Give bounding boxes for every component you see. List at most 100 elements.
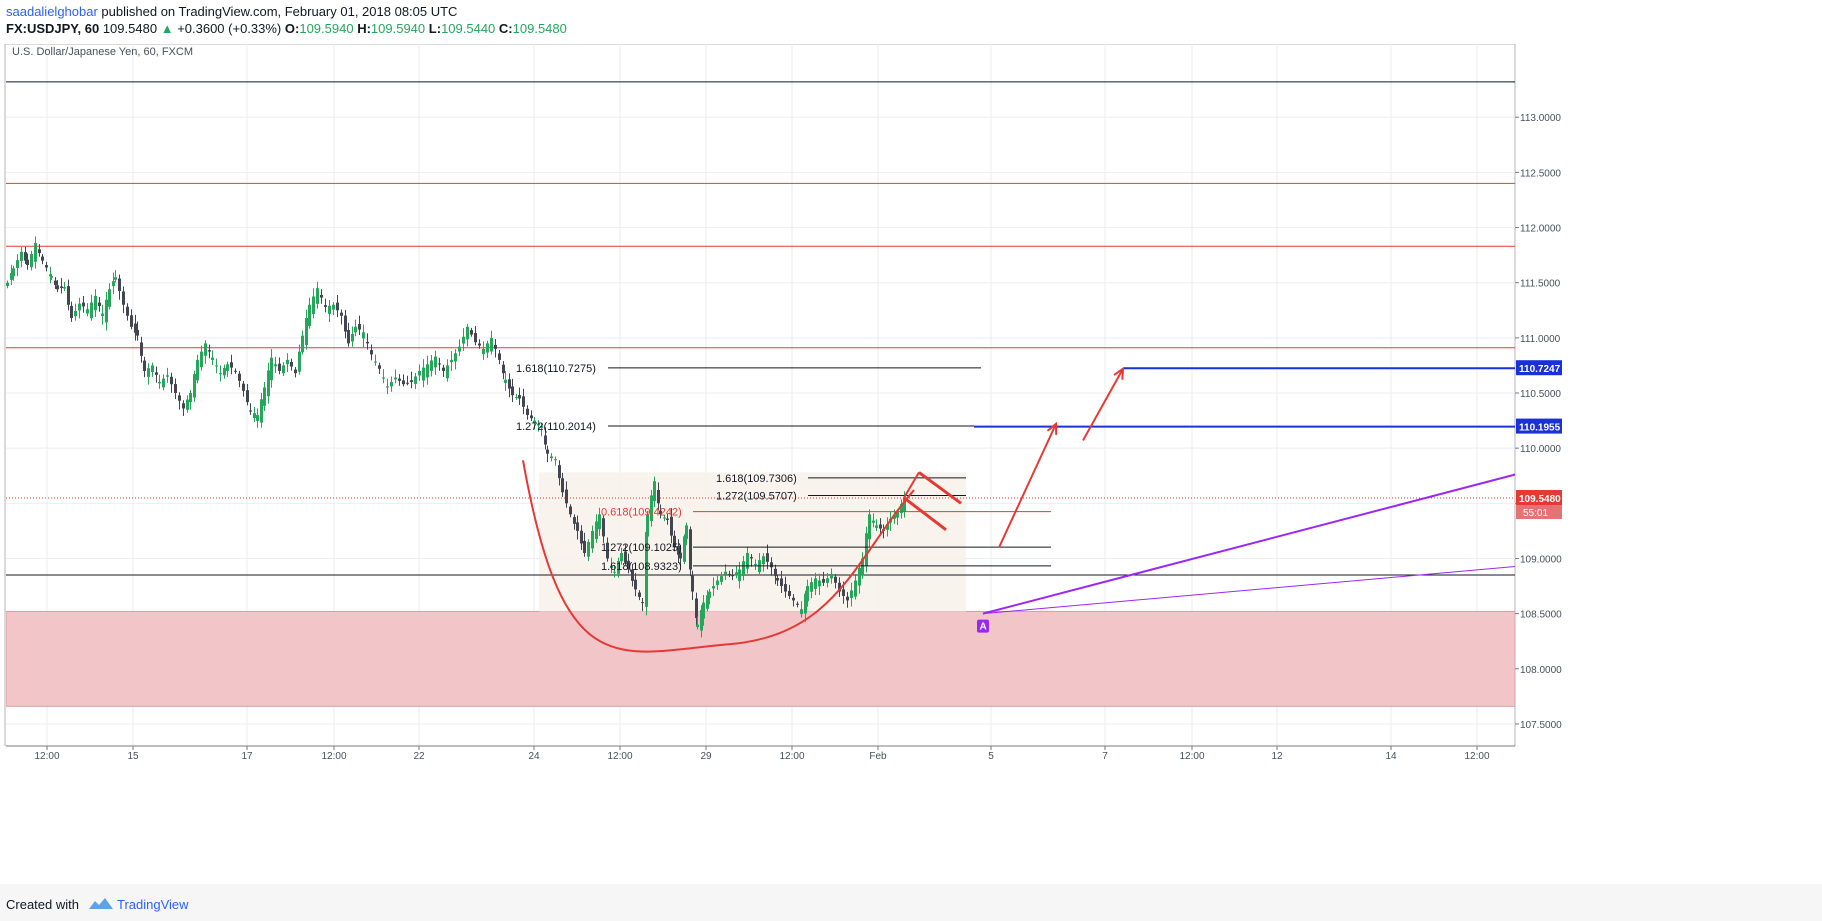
candle [54,277,57,290]
candle-body [351,333,354,342]
candle-body [696,624,699,628]
marker-a-label: A [980,622,987,633]
candle [358,315,361,336]
candle [826,572,829,588]
candle [410,371,413,389]
candle-body [540,426,543,428]
fib-level-label: 1.618(109.7306) [716,473,797,485]
candle [788,584,791,600]
candle [508,373,511,398]
candle [504,371,507,391]
candle-body [374,361,377,363]
candle [796,601,799,608]
candle-body [38,249,41,254]
candle-body [394,377,397,380]
candle [10,264,13,286]
candle-body [147,368,150,377]
candle [872,513,875,528]
candle [270,349,273,388]
candle [30,250,33,271]
arrow-head [1046,421,1058,435]
price-axis [1516,44,1822,746]
candle-body [320,294,323,298]
candle-body [645,531,648,607]
price-label-tag [1516,490,1562,506]
candle-body [234,370,237,372]
candle-body [728,573,731,575]
candle [620,547,623,565]
candle-body [454,353,457,362]
candle-body [370,350,373,355]
x-tick-label: 12:00 [607,751,632,762]
candle-body [896,512,899,518]
candle-body [677,546,680,555]
candle [340,309,343,325]
candle [174,378,177,400]
candle-body [826,578,829,583]
candle [784,576,787,598]
candle-body [16,260,19,268]
candle [434,350,437,375]
candle [679,544,682,566]
candle-body [410,380,413,382]
candle [716,574,719,591]
fib-level-label: 1.272(109.5707) [716,491,797,503]
candle [238,370,241,388]
candle [446,359,449,382]
candle [638,590,641,601]
tradingview-link[interactable]: TradingView [117,897,189,912]
candle-body [868,514,871,540]
candle-body [63,287,66,289]
candle-body [105,299,108,323]
candle-body [591,530,594,549]
candle [118,274,121,300]
candle [830,568,833,584]
price-label-text: 109.5480 [1519,494,1561,505]
candle-body [166,375,169,377]
candle [708,588,711,605]
candle [402,374,405,387]
candle [659,504,662,519]
candle-body [162,378,165,388]
candle [67,279,70,311]
candle [865,526,868,573]
candle [458,339,461,356]
candle-body [486,343,489,353]
candle [406,375,409,386]
price-chart[interactable]: 1.618(110.7275) 1.272(110.2014) 1.618(109.… [0,44,1822,884]
candle-body [774,568,777,577]
candle [426,355,429,385]
x-tick-label: 12:00 [779,751,804,762]
candle [98,297,101,312]
candle-body [830,573,833,579]
chart-header: saadalielghobar published on TradingView… [0,0,1822,44]
candle-body [215,365,218,367]
candle-body [533,420,536,424]
candle [576,515,579,540]
candle-body [86,309,89,314]
candle-body [706,595,709,609]
candle [430,354,433,377]
candle [800,601,803,618]
candle-body [638,592,641,597]
author-link[interactable]: saadalielghobar [6,4,98,19]
candle [490,330,493,355]
candle-body [569,506,572,515]
candle [454,349,457,370]
candle [351,326,354,347]
candle-body [426,364,429,378]
candle [249,403,252,415]
candle [208,344,211,359]
candle [554,456,557,466]
candle-body [324,305,327,307]
candle-body [587,541,590,557]
candle [178,392,181,410]
candle-body [879,524,882,529]
y-tick-label: 107.5000 [1520,720,1562,731]
low-label: L: [428,21,442,36]
candle-body [301,335,304,353]
candle-body [810,582,813,592]
candle-body [792,597,795,601]
candle [526,405,529,420]
candle [394,369,397,384]
